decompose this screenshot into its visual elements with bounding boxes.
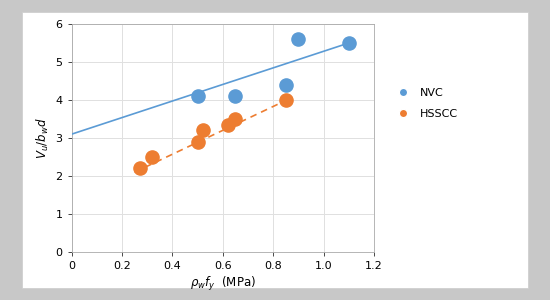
Point <box>294 37 302 42</box>
Point <box>148 154 157 159</box>
Point <box>231 94 240 99</box>
Legend: NVC, HSSCC: NVC, HSSCC <box>392 88 458 119</box>
Point <box>135 166 144 171</box>
Y-axis label: $V_u/b_w d$: $V_u/b_w d$ <box>35 117 51 159</box>
Point <box>282 98 290 102</box>
Point <box>282 82 290 87</box>
Point <box>198 128 207 133</box>
Point <box>223 122 232 127</box>
X-axis label: $\rho_w f_y$  (MPa): $\rho_w f_y$ (MPa) <box>190 275 256 293</box>
Point <box>193 140 202 144</box>
Point <box>344 40 353 45</box>
Point <box>231 117 240 122</box>
Point <box>193 94 202 99</box>
